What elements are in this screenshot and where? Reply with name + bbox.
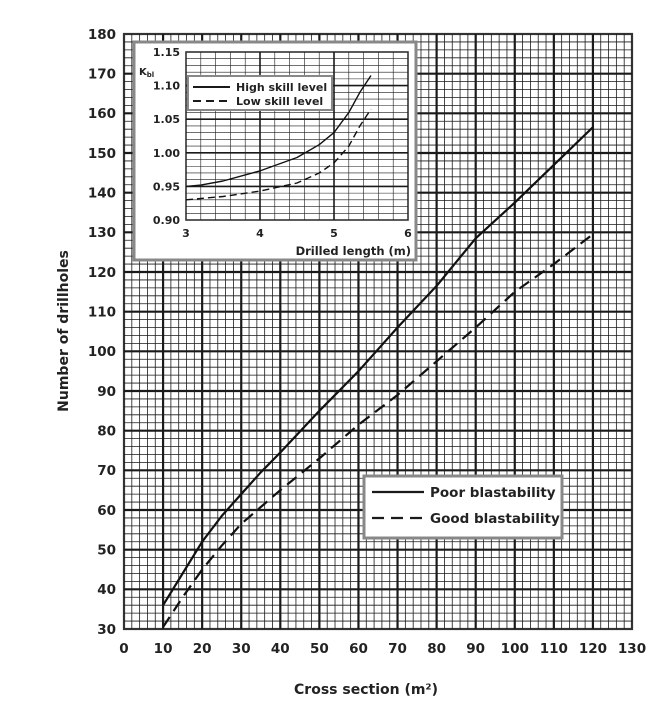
main-x-tick-label: 10	[154, 641, 173, 657]
inset-plot-frame	[185, 51, 409, 221]
main-y-tick-label: 40	[97, 582, 116, 598]
inset-x-axis-title: Drilled length (m)	[296, 244, 411, 258]
main-x-tick-label: 90	[466, 641, 485, 657]
inset-x-tick-label: 4	[256, 227, 264, 240]
main-plot-frame	[122, 32, 634, 631]
main-x-tick-label: 100	[501, 641, 529, 657]
main-x-tick-label: 60	[349, 641, 368, 657]
inset-x-tick-label: 5	[330, 227, 338, 240]
inset-y-tick-labels: 0.90 0.95 1.00 1.05 1.10 1.15	[153, 46, 180, 227]
main-y-tick-label: 50	[97, 543, 116, 559]
legend-label-poor: Poor blastability	[430, 485, 556, 501]
main-x-tick-label: 70	[388, 641, 407, 657]
main-y-tick-label: 70	[97, 463, 116, 479]
inset-legend-label-low: Low skill level	[236, 95, 323, 108]
inset-y-tick-label: 1.00	[153, 147, 180, 160]
main-y-tick-label: 30	[97, 622, 116, 638]
main-series	[162, 126, 594, 628]
main-y-tick-labels: 30 40 50 60 70 80 90 100 110 120 130 140 150 160 170 18…	[88, 27, 116, 638]
inset-x-tick-labels: 3 4 5 6	[182, 227, 412, 240]
inset-x-tick-label: 3	[182, 227, 190, 240]
main-y-tick-label: 90	[97, 384, 116, 400]
main-y-tick-label: 60	[97, 503, 116, 519]
main-x-axis-title: Cross section (m²)	[294, 682, 438, 698]
main-x-tick-label: 50	[310, 641, 329, 657]
inset-y-tick-label: 1.05	[153, 113, 180, 126]
inset-y-tick-label: 1.10	[153, 80, 180, 93]
inset-y-axis-title: Kbl	[139, 67, 154, 79]
inset-y-axis-subscript: bl	[147, 71, 154, 79]
main-legend: Poor blastability Good blastability	[362, 474, 564, 540]
main-y-tick-label: 120	[88, 265, 116, 281]
inset-y-axis-symbol: K	[139, 67, 148, 78]
inset-y-tick-label: 0.90	[153, 214, 180, 227]
main-series-line-0	[162, 126, 594, 606]
main-x-tick-label: 30	[232, 641, 251, 657]
inset-series-line-1	[185, 108, 372, 201]
main-y-tick-label: 110	[88, 305, 116, 321]
main-legend-frame	[362, 474, 564, 540]
inset-x-tick-label: 6	[404, 227, 412, 240]
inset-legend: High skill level Low skill level	[187, 75, 333, 111]
main-y-tick-label: 150	[88, 146, 116, 162]
main-x-tick-label: 130	[618, 641, 646, 657]
main-y-axis-title: Number of drillholes	[56, 250, 72, 412]
main-x-tick-label: 0	[119, 641, 128, 657]
main-y-tick-label: 100	[88, 344, 116, 360]
inset-chart: 0.90 0.95 1.00 1.05 1.10 1.15 3 4 5 6 Kbl Drille…	[132, 40, 418, 262]
main-y-tick-label: 130	[88, 225, 116, 241]
inset-y-tick-label: 0.95	[153, 180, 180, 193]
legend-label-good: Good blastability	[430, 511, 560, 527]
main-x-tick-label: 80	[427, 641, 446, 657]
main-series-line-1	[162, 233, 594, 628]
inset-series	[185, 75, 372, 201]
main-y-tick-label: 170	[88, 67, 116, 83]
inset-y-tick-label: 1.15	[153, 46, 180, 59]
main-x-tick-label: 20	[193, 641, 212, 657]
main-y-tick-label: 140	[88, 186, 116, 202]
main-x-tick-label: 120	[579, 641, 607, 657]
main-y-tick-label: 160	[88, 106, 116, 122]
inset-legend-label-high: High skill level	[236, 81, 327, 94]
main-x-tick-label: 110	[540, 641, 568, 657]
inset-legend-frame	[187, 75, 333, 111]
inset-series-line-0	[185, 75, 372, 188]
main-x-tick-label: 40	[271, 641, 290, 657]
main-y-tick-label: 80	[97, 424, 116, 440]
main-y-tick-label: 180	[88, 27, 116, 43]
main-x-tick-labels: 0 10 20 30 40 50 60 70 80 90 100 110 120 130	[119, 641, 646, 657]
